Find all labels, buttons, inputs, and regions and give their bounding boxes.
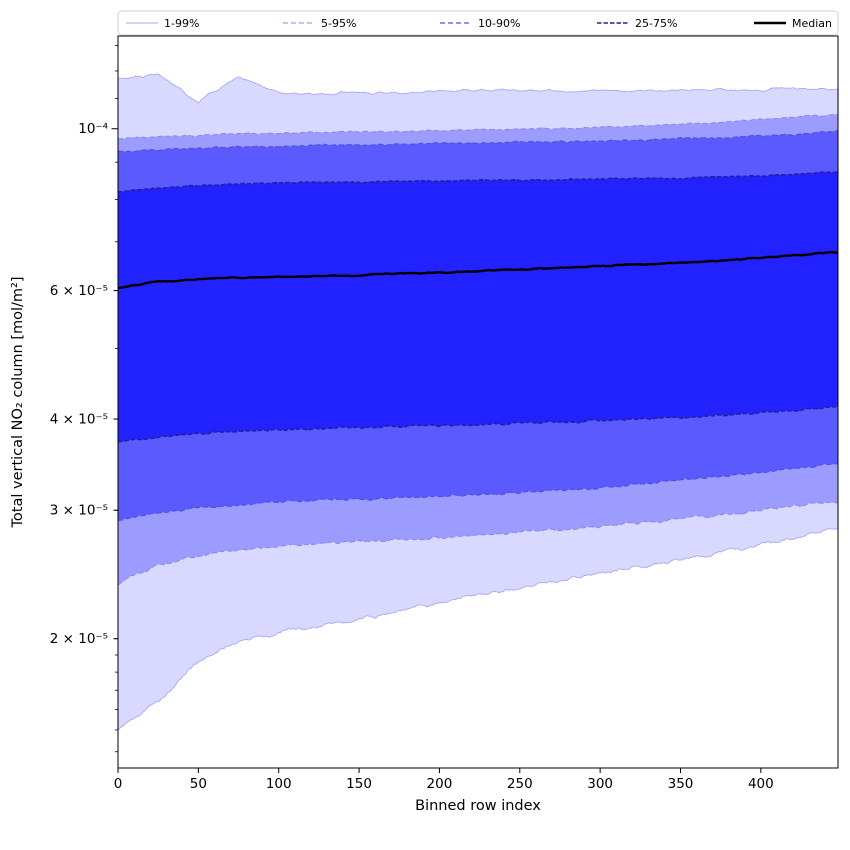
- legend-label: 5-95%: [321, 17, 356, 30]
- median-line: [118, 250, 838, 290]
- legend: 1-99% 5-95% 10-90% 25-75% Median: [117, 10, 839, 36]
- x-tick-label: 300: [587, 776, 613, 792]
- legend-label: 25-75%: [635, 17, 677, 30]
- y-tick-label: 4 × 10⁻⁵: [50, 412, 108, 428]
- legend-box: [117, 10, 839, 36]
- bands-layer: [118, 73, 838, 731]
- x-tick-label: 100: [266, 776, 292, 792]
- axes-layer: 0 50 100 150 200 250 300 350 400 2 × 10⁻⁵ 3 × 10⁻⁵…: [50, 35, 839, 792]
- y-axis-label: Total vertical NO₂ column [mol/m²]: [10, 277, 26, 529]
- band-fill-25-75%: [118, 172, 838, 442]
- x-tick-label: 350: [668, 776, 694, 792]
- x-tick-label: 400: [748, 776, 774, 792]
- x-tick-label: 250: [507, 776, 533, 792]
- y-tick-label: 10⁻⁴: [78, 121, 108, 137]
- legend-label: 10-90%: [478, 17, 520, 30]
- percentile-line-p5: [118, 501, 838, 586]
- percentile-line-p25: [118, 405, 838, 443]
- legend-label: Median: [792, 17, 832, 30]
- percentile-line-p75: [118, 171, 838, 193]
- y-tick-label: 3 × 10⁻⁵: [50, 503, 108, 519]
- percentile-line-p95: [118, 113, 838, 140]
- x-tick-label: 150: [346, 776, 372, 792]
- percentile-line-p10: [118, 462, 838, 522]
- plot-spines: [117, 35, 839, 769]
- x-tick-label: 0: [114, 776, 123, 792]
- percentile-line-p99: [118, 73, 838, 104]
- y-tick-label: 6 × 10⁻⁵: [50, 283, 108, 299]
- x-tick-label: 50: [190, 776, 207, 792]
- x-axis-label: Binned row index: [415, 798, 541, 814]
- percentile-line-p90: [118, 130, 838, 153]
- x-tick-label: 200: [427, 776, 453, 792]
- percentile-line-p1: [118, 527, 838, 731]
- legend-label: 1-99%: [164, 17, 199, 30]
- y-tick-label: 2 × 10⁻⁵: [50, 631, 108, 647]
